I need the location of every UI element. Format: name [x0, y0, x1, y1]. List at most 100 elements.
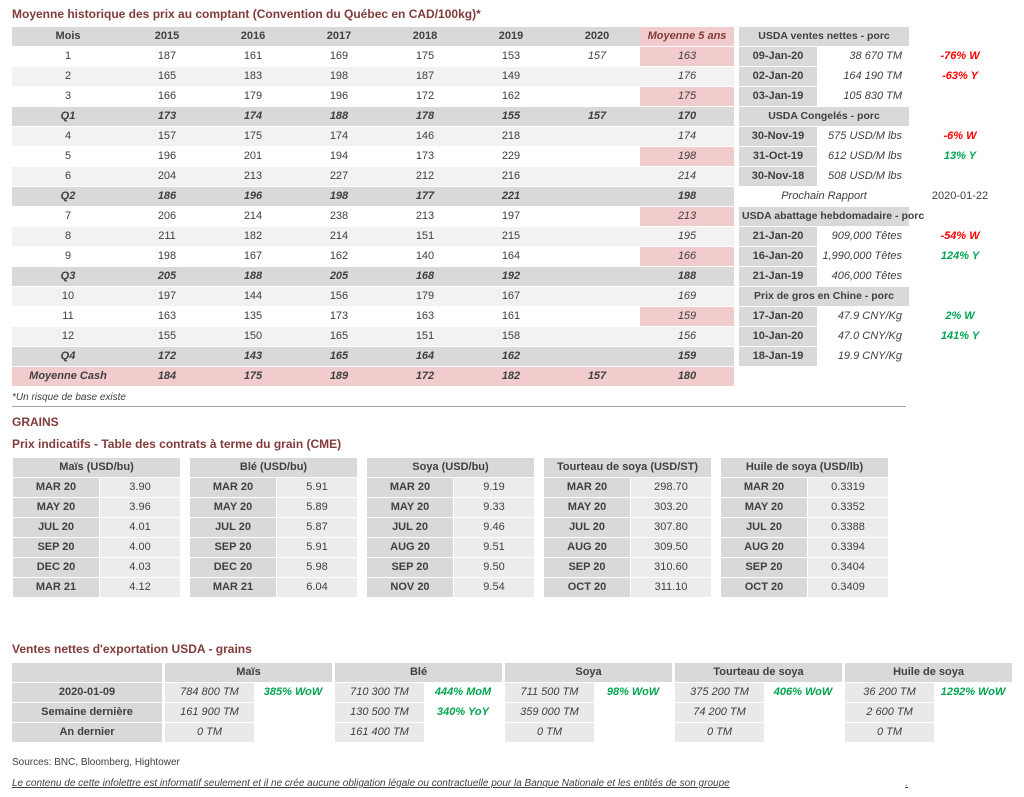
- contract-price: 9.19: [454, 478, 534, 497]
- cell: 163: [157, 310, 177, 322]
- cell: 238: [329, 210, 349, 222]
- cell: 188: [640, 267, 734, 286]
- export-col-header-ble: Blé: [332, 663, 502, 682]
- row-label: An dernier: [12, 723, 162, 742]
- contract-price: 5.89: [277, 498, 357, 517]
- change-cell: 98% WoW: [606, 686, 660, 698]
- report-value: 164 190 TM: [843, 70, 903, 82]
- row-label: 9: [64, 250, 72, 262]
- report-value: 612 USD/M lbs: [828, 150, 903, 162]
- contract-month: SEP 20: [544, 558, 630, 577]
- cell: 165: [296, 347, 382, 366]
- contract-price: 303.20: [631, 498, 711, 517]
- tonnage-cell: 161 900 TM: [162, 703, 254, 722]
- futures-header-row: Maïs (USD/bu): [13, 458, 180, 477]
- cell: [554, 187, 640, 206]
- cell: 204: [124, 167, 210, 186]
- cell: [554, 147, 640, 166]
- row-label: 3: [64, 90, 72, 102]
- contract-month: MAR 20: [190, 478, 276, 497]
- report-value: 105 830 TM: [843, 90, 903, 102]
- change-cell: [254, 703, 332, 722]
- cell: [554, 87, 640, 106]
- export-col-header-huile: Huile de soya: [842, 663, 1013, 682]
- cell: 144: [210, 287, 296, 306]
- report-value: 47.0 CNY/Kg: [837, 330, 903, 342]
- futures-table-mais: Maïs (USD/bu) MAR 20 3.90 MAY 20 3.96 JUL …: [12, 457, 181, 598]
- cell: 196: [329, 90, 349, 102]
- report-change: [909, 347, 1011, 366]
- futures-row: SEP 20 9.50: [367, 558, 534, 577]
- disclaimer-link[interactable]: Le contenu de cette infolettre est infor…: [12, 778, 730, 789]
- contract-price: 0.3394: [808, 538, 888, 557]
- futures-row: SEP 20 4.00: [13, 538, 180, 557]
- tonnage-cell: 0 TM: [502, 723, 594, 742]
- cell: [909, 27, 1011, 46]
- report-date: 30-Nov-19: [739, 127, 817, 146]
- cell: 172: [415, 90, 435, 102]
- cell: 164: [382, 347, 468, 366]
- cell: 159: [640, 347, 734, 366]
- contract-price: 311.10: [631, 578, 711, 597]
- month-row: 1 187 161 169 175 153 157 163: [12, 47, 734, 66]
- cell: 157: [554, 367, 640, 386]
- cell: 173: [124, 107, 210, 126]
- contract-month: SEP 20: [367, 558, 453, 577]
- row-label: 6: [12, 167, 124, 186]
- futures-table-tourteau-de-soya: Tourteau de soya (USD/ST) MAR 20 298.70 M…: [543, 457, 712, 598]
- col-header-2015: 2015: [124, 27, 210, 46]
- month-row: 2 165 183 198 187 149 176: [12, 67, 734, 86]
- spot-price-table: Mois 2015 2016 2017 2018 2019 2020 Moyen…: [12, 26, 734, 387]
- cell: 214: [296, 227, 382, 246]
- futures-row: AUG 20 0.3394: [721, 538, 888, 557]
- contract-price: 9.54: [454, 578, 534, 597]
- futures-commodity-header: Maïs (USD/bu): [13, 458, 180, 477]
- report-date: 21-Jan-19: [739, 267, 817, 286]
- cell: 169: [329, 50, 349, 62]
- row-label: 2020-01-09: [12, 683, 162, 702]
- report-row: 30-Nov-19 575 USD/M lbs -6% W: [739, 127, 1011, 146]
- futures-row: MAY 20 3.96: [13, 498, 180, 517]
- tonnage-cell: 161 400 TM: [332, 723, 424, 742]
- month-row: 8 211 182 214 151 215 195: [12, 227, 734, 246]
- futures-row: NOV 20 9.54: [367, 578, 534, 597]
- contract-month: JUL 20: [544, 518, 630, 537]
- cell: [554, 267, 640, 286]
- cell: 206: [157, 210, 177, 222]
- futures-row: JUL 20 4.01: [13, 518, 180, 537]
- cell: 192: [468, 267, 554, 286]
- contract-price: 3.96: [100, 498, 180, 517]
- cell: 157: [587, 50, 607, 62]
- cell: 178: [382, 107, 468, 126]
- month-row: 7 206 214 238 213 197 213: [12, 207, 734, 226]
- cell: 180: [640, 367, 734, 386]
- row-label: 10: [12, 287, 124, 306]
- cell: 161: [501, 310, 521, 322]
- contract-price: 4.12: [100, 578, 180, 597]
- export-sales-table: Maïs Blé Soya Tourteau de soya Huile de …: [12, 662, 1013, 743]
- contract-price: 9.46: [454, 518, 534, 537]
- change-cell: 1292% WoW: [940, 686, 1006, 698]
- row-label: Q2: [12, 187, 124, 206]
- top-section: Mois 2015 2016 2017 2018 2019 2020 Moyen…: [12, 26, 1012, 387]
- cell: 187: [157, 50, 177, 62]
- contract-month: MAY 20: [544, 498, 630, 517]
- row-label: 1: [64, 50, 72, 62]
- tonnage-cell: 710 300 TM: [332, 683, 424, 702]
- section-header-row: USDA abattage hebdomadaire - porc: [739, 207, 1011, 226]
- contract-price: 5.91: [277, 478, 357, 497]
- report-row: 10-Jan-20 47.0 CNY/Kg 141% Y: [739, 327, 1011, 346]
- report-value: 19.9 CNY/Kg: [837, 350, 903, 362]
- cell: 213: [210, 167, 296, 186]
- futures-row: DEC 20 4.03: [13, 558, 180, 577]
- futures-row: OCT 20 311.10: [544, 578, 711, 597]
- report-row: 21-Jan-19 406,000 Têtes: [739, 267, 1011, 286]
- contract-price: 4.01: [100, 518, 180, 537]
- row-label: Q3: [12, 267, 124, 286]
- cell: 153: [501, 50, 521, 62]
- contract-month: JUL 20: [13, 518, 99, 537]
- report-change: [909, 87, 1011, 106]
- sidebar-reports-table: USDA ventes nettes - porc 09-Jan-20 38 6…: [739, 26, 1011, 367]
- month-row: 12 155 150 165 151 158 156: [12, 327, 734, 346]
